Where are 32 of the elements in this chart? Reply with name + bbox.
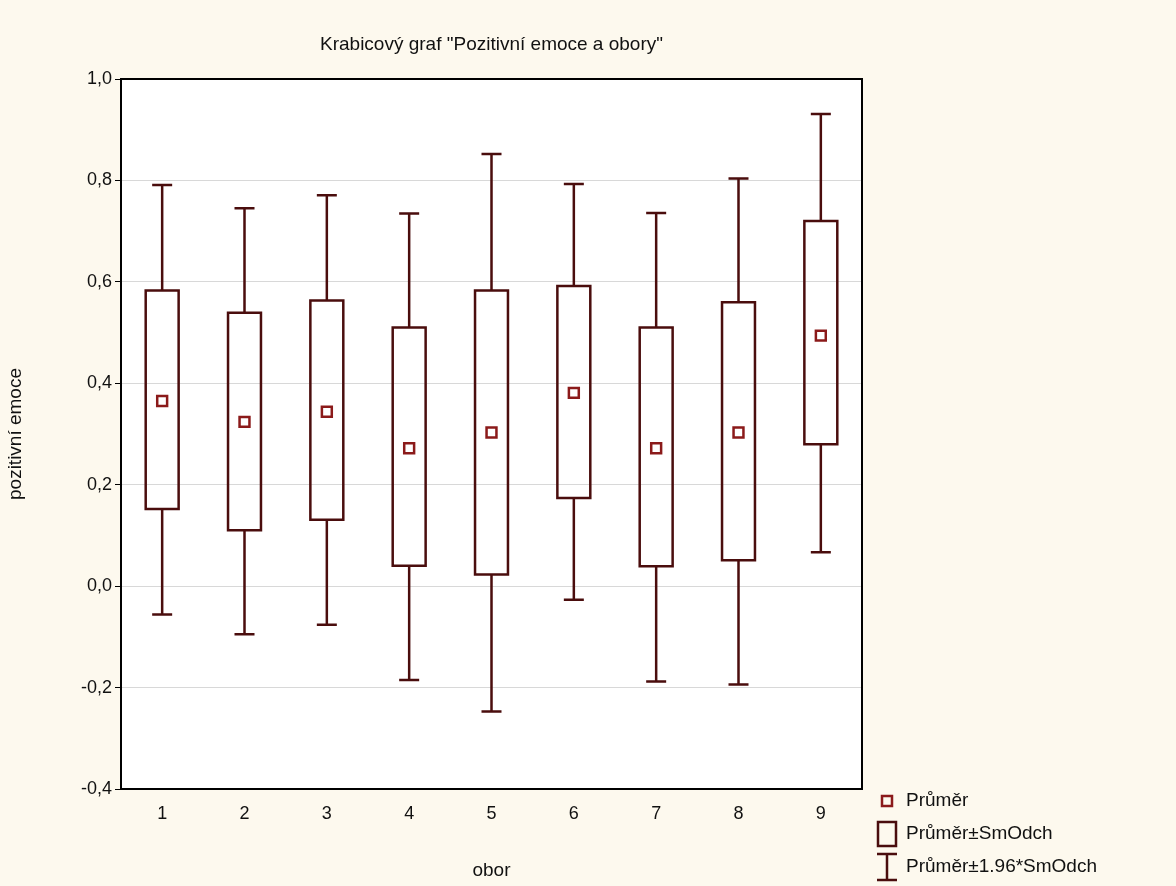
x-tick-label: 5 xyxy=(486,802,497,823)
y-tick-label: 0,8 xyxy=(86,169,112,190)
y-tick-label: -0,2 xyxy=(80,676,112,697)
y-tick-label: 0,2 xyxy=(86,473,112,494)
y-tick-label: -0,4 xyxy=(80,777,112,798)
point xyxy=(402,442,416,455)
x-tick-label: 3 xyxy=(321,802,332,823)
x-tick-label: 8 xyxy=(733,802,744,823)
point xyxy=(238,415,251,429)
point xyxy=(732,426,745,439)
x-tick-label: 6 xyxy=(568,802,579,823)
x-tick-label: 2 xyxy=(239,802,250,823)
x-tick-label: 4 xyxy=(404,802,415,823)
x-tick-label: 1 xyxy=(157,802,168,823)
legend-label: Průměr±SmOdch xyxy=(906,822,1053,844)
y-tick-label: 0,6 xyxy=(86,270,112,291)
point xyxy=(814,329,828,342)
text: Průměr±1.96*SmOdch xyxy=(906,855,1098,877)
chart-title: Krabicový graf "Pozitivní emoce a obory" xyxy=(320,33,663,55)
point xyxy=(485,426,498,439)
y-tick-label: 1,0 xyxy=(86,67,112,88)
point xyxy=(320,405,334,418)
x-tick-label: 7 xyxy=(651,802,662,823)
x-axis-title: obor xyxy=(472,858,512,880)
point xyxy=(649,442,663,455)
legend-label: Průměr xyxy=(906,789,969,811)
x-tick-label: 9 xyxy=(815,802,826,823)
point xyxy=(155,394,169,408)
y-tick-label: 0,0 xyxy=(86,575,112,596)
y-axis-title: pozitivní emoce xyxy=(3,367,25,501)
point xyxy=(567,386,581,400)
y-tick-label: 0,4 xyxy=(86,372,112,393)
